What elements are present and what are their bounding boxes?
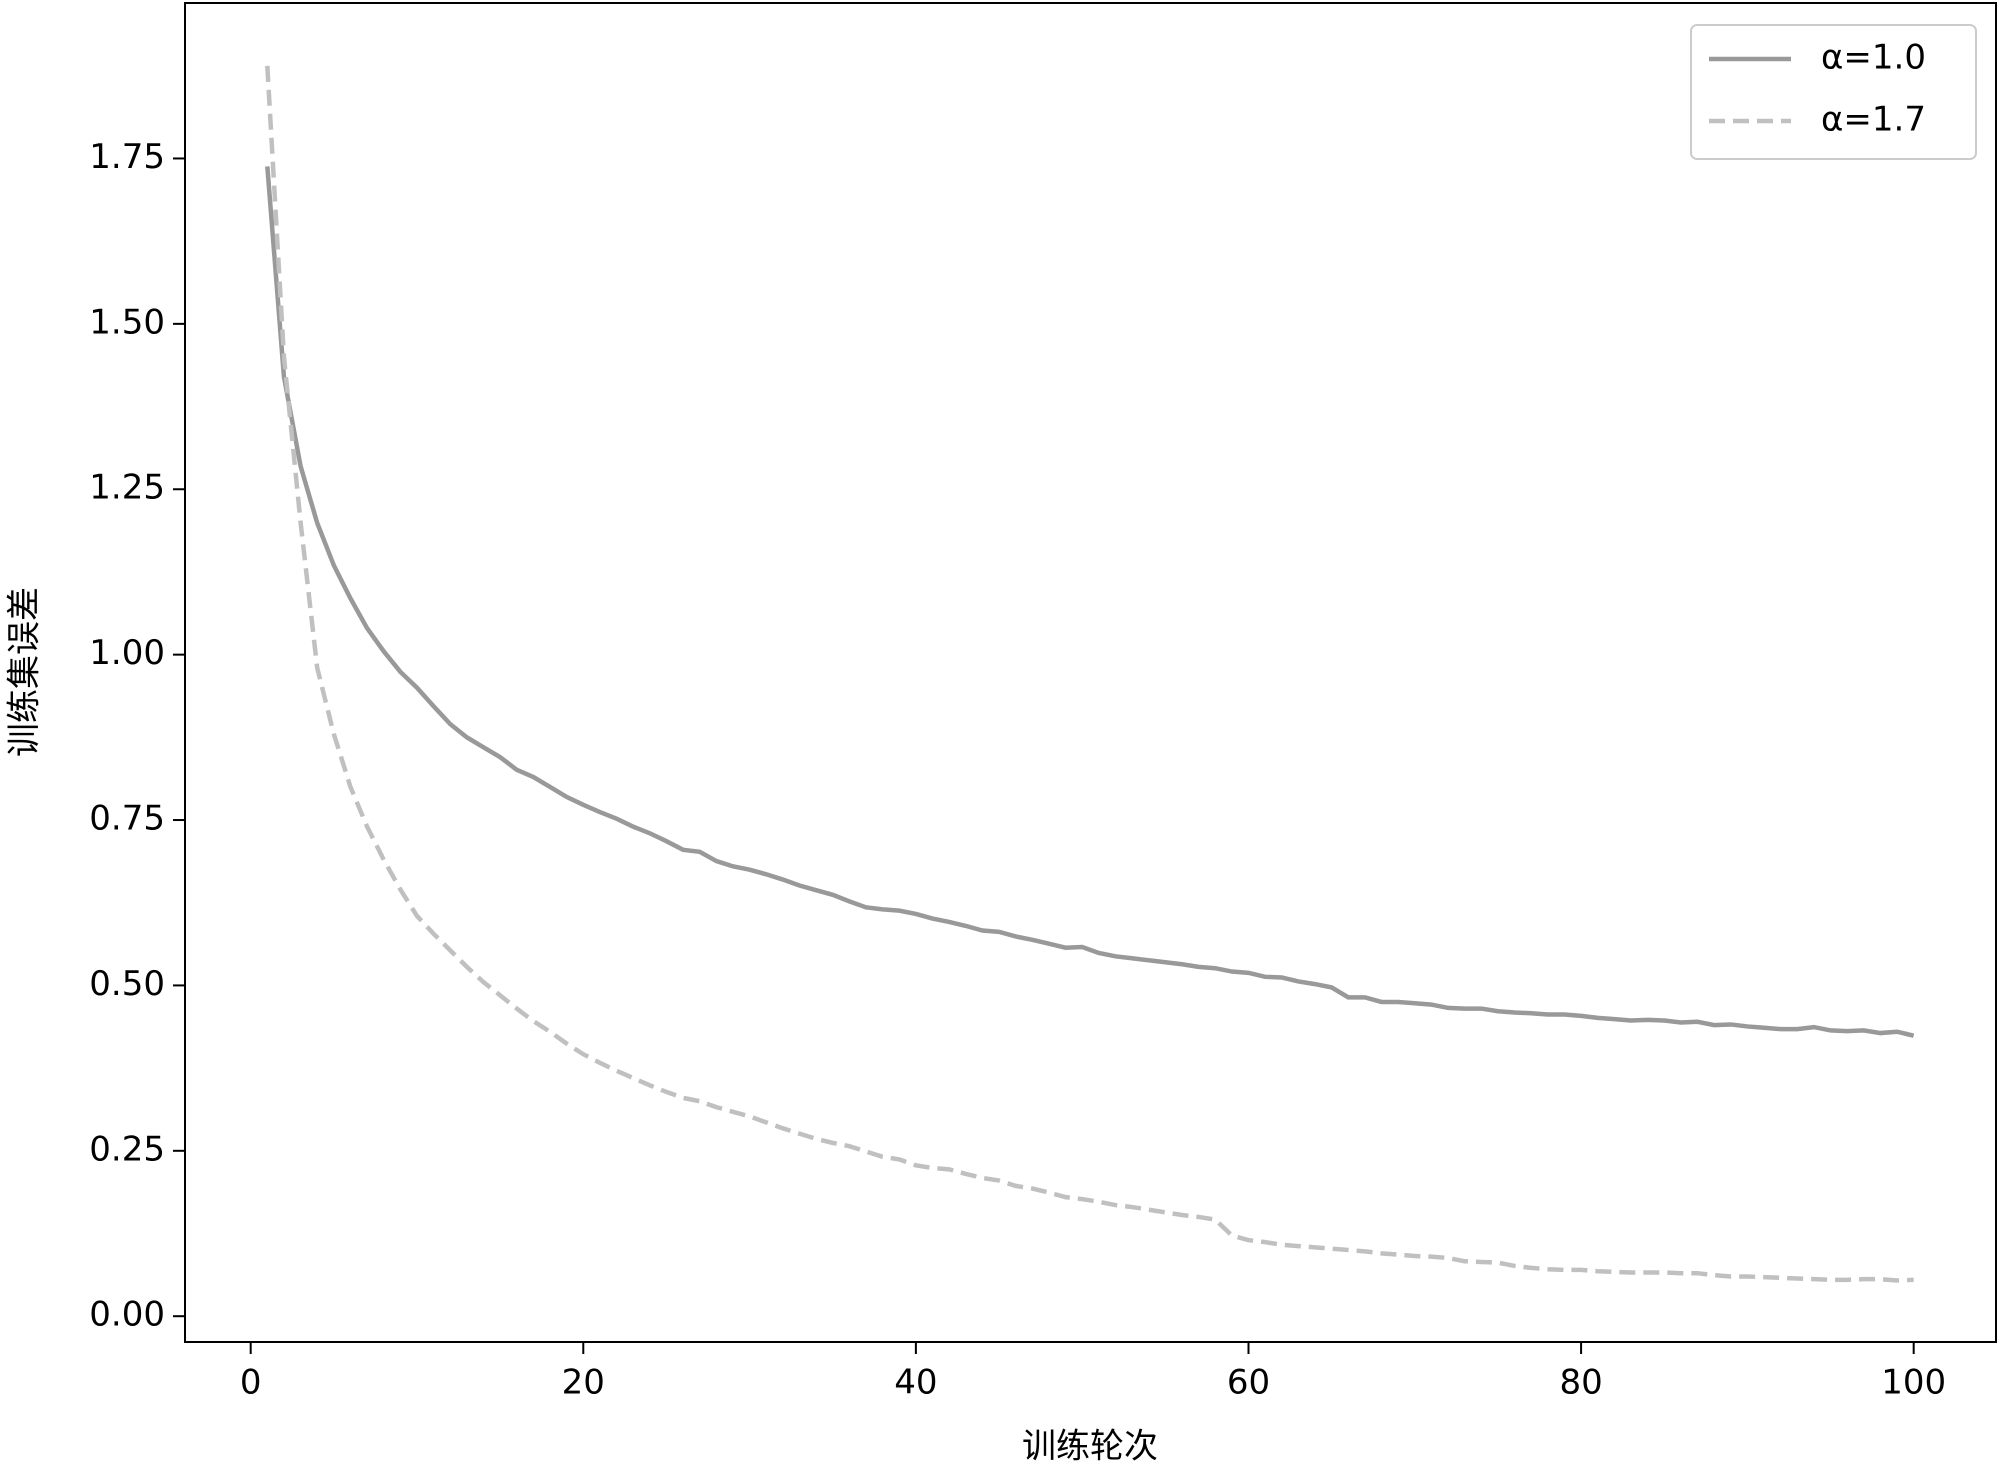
y-tick-label: 1.00	[89, 633, 165, 673]
y-tick-label: 0.50	[89, 964, 165, 1004]
y-tick-label: 0.00	[89, 1295, 165, 1335]
series-line	[265, 166, 1915, 1038]
legend-label: α=1.7	[1821, 100, 1926, 140]
series-line	[265, 65, 1914, 1283]
x-tick-label: 40	[894, 1363, 937, 1403]
y-tick-label: 0.75	[89, 799, 165, 839]
x-axis-label: 训练轮次	[1022, 1427, 1158, 1467]
x-tick-label: 100	[1881, 1363, 1946, 1403]
legend-label: α=1.0	[1821, 38, 1926, 78]
y-axis-label: 训练集误差	[5, 587, 45, 757]
plot-frame	[184, 2, 1997, 1343]
x-tick-label: 80	[1559, 1363, 1602, 1403]
y-tick-label: 0.25	[89, 1129, 165, 1169]
y-tick-label: 1.50	[89, 302, 165, 342]
x-tick-label: 60	[1227, 1363, 1270, 1403]
y-tick-label: 1.25	[89, 468, 165, 508]
y-tick-label: 1.75	[89, 137, 165, 177]
x-tick-label: 20	[562, 1363, 605, 1403]
x-tick-label: 0	[240, 1363, 262, 1403]
